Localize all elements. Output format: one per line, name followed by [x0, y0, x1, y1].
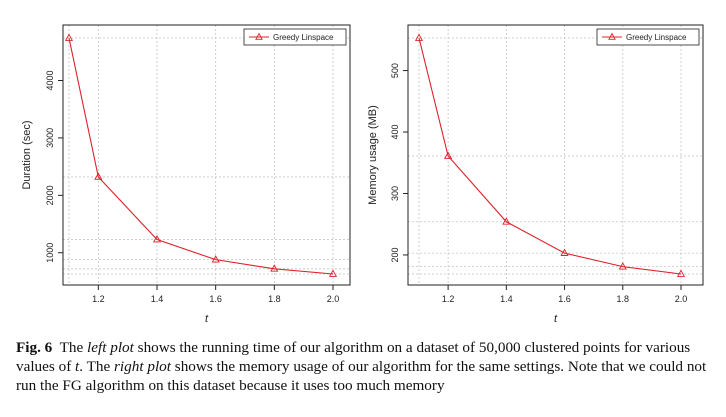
legend-marker [608, 32, 616, 40]
chart-duration: 1.2 1.4 1.6 1.8 2.0 1000 2000 3000 4000 t Duration… [21, 24, 351, 325]
data-point [64, 33, 74, 41]
x-tick-label: 1.6 [558, 294, 571, 304]
series-line [68, 37, 334, 275]
data-point [328, 269, 338, 277]
data-point [444, 151, 453, 159]
x-tick-label: 1.4 [151, 294, 164, 304]
legend-label: Greedy Linspace [273, 33, 334, 42]
caption-text-3: . The [79, 358, 115, 375]
y-tick-label: 4000 [45, 70, 55, 90]
series-line [418, 37, 682, 275]
caption-text-1: The [59, 339, 88, 356]
caption-text-4: shows the memory usage of our algorithm … [16, 358, 707, 394]
chart-memory: 1.2 1.4 1.6 1.8 2.0 200 300 400 500 t Memory usage… [367, 24, 704, 325]
data-point [502, 217, 511, 225]
y-tick-label: 200 [390, 247, 400, 262]
caption-left-plot: left plot [87, 339, 134, 356]
x-tick-label: 2.0 [327, 294, 340, 304]
y-tick-label: 500 [390, 63, 400, 78]
caption-t: t [75, 358, 80, 375]
data-point [94, 172, 103, 180]
y-axis-label: Duration (sec) [21, 120, 33, 189]
y-tick-label: 3000 [45, 128, 55, 148]
caption-text-2: shows the running time of our algorithm … [16, 339, 691, 375]
x-tick-label: 1.2 [92, 294, 105, 304]
data-point [270, 264, 279, 272]
x-tick-label: 1.2 [442, 294, 455, 304]
x-tick-label: 1.6 [209, 294, 222, 304]
x-axis-label: t [554, 313, 558, 325]
legend-label: Greedy Linspace [626, 33, 687, 42]
legend-box [596, 28, 700, 46]
caption-label: Fig. 6 [16, 339, 53, 356]
legend-box [243, 28, 347, 46]
plot-frame [62, 24, 351, 286]
figure-caption: Fig. 6 The left plot shows the running t… [16, 338, 716, 395]
data-point [676, 269, 686, 277]
y-tick-label: 2000 [45, 185, 55, 205]
x-axis-label: t [205, 313, 209, 325]
plot-frame [407, 24, 704, 286]
x-tick-label: 1.8 [617, 294, 630, 304]
legend-marker [255, 32, 263, 40]
x-tick-label: 2.0 [675, 294, 688, 304]
data-point [211, 255, 220, 263]
y-axis-label: Memory usage (MB) [367, 105, 379, 205]
y-tick-label: 400 [390, 125, 400, 140]
data-point [414, 33, 424, 41]
y-tick-label: 1000 [45, 243, 55, 263]
caption-right-plot: right plot [114, 358, 171, 375]
x-tick-label: 1.4 [500, 294, 513, 304]
x-tick-label: 1.8 [268, 294, 281, 304]
data-point [152, 235, 162, 243]
data-point [560, 248, 569, 256]
y-tick-label: 300 [390, 186, 400, 201]
data-point [618, 262, 627, 270]
